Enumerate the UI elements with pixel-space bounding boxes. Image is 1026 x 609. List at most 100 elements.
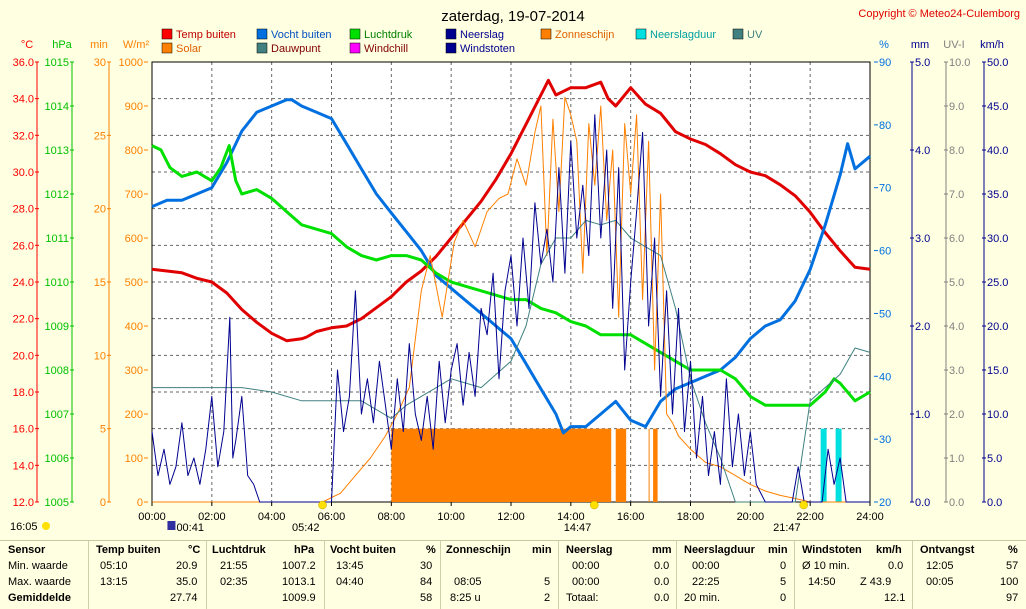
legend-label: Vocht buiten (271, 29, 332, 41)
rain-min-value: 0.0 (654, 560, 670, 572)
rdur-min-time: 00:00 (692, 560, 720, 572)
axis-tick-pressure: 1015 (45, 57, 69, 69)
noon-time-text: 14:47 (564, 522, 592, 534)
rdur-min-value: 0 (780, 560, 787, 572)
axis-unit-wind: km/h (980, 39, 1004, 51)
axis-tick-humidity: 30 (879, 434, 891, 446)
axis-tick-pressure: 1006 (45, 453, 69, 465)
rdur-max-time: 22:25 (692, 576, 720, 588)
legend-label: Solar (176, 43, 202, 55)
axis-tick-minutes: 0 (100, 497, 106, 509)
legend-label: Dauwpunt (271, 43, 321, 55)
gust-avg-value: 12.1 (884, 592, 906, 604)
moon-icon (167, 521, 176, 530)
axis-tick-wind: 10.0 (987, 409, 1008, 421)
hum-unit: % (426, 544, 436, 556)
axis-tick-minutes: 15 (94, 277, 106, 289)
legend-label: Luchtdruk (364, 29, 413, 41)
press-max-time: 02:35 (220, 576, 248, 588)
axis-tick-rain: 4.0 (915, 145, 930, 157)
x-tick-label: 12:00 (497, 511, 525, 523)
axis-tick-wind: 50.0 (987, 57, 1008, 69)
sunrise-icon (318, 500, 327, 510)
gust-avg10-label: Ø 10 min. (802, 560, 850, 572)
axis-tick-pressure: 1009 (45, 321, 69, 333)
series-temp-buiten (151, 78, 871, 343)
axis-tick-pressure: 1014 (45, 101, 69, 113)
legend-swatch (161, 28, 173, 40)
bar-zonneschijn (615, 428, 627, 502)
axis-tick-uv: 8.0 (949, 145, 964, 157)
x-tick-label: 22:00 (796, 511, 824, 523)
axis-tick-uv: 9.0 (949, 101, 964, 113)
gust-max-value: Z 43.9 (860, 576, 892, 588)
axis-tick-solar: 400 (125, 321, 143, 333)
hum-min-value: 30 (420, 560, 433, 572)
rec-min-time: 12:05 (926, 560, 954, 572)
chart-legend: Temp buiten Vocht buiten Luchtdruk Neerslag… (161, 28, 763, 55)
axis-tick-rain: 3.0 (915, 233, 930, 245)
axis-unit-rain: mm (911, 39, 929, 51)
axis-tick-temp: 28.0 (13, 204, 34, 216)
sun-times: 16:05 00:41 05:42 14:47 21:47 (10, 500, 808, 534)
axis-tick-uv: 5.0 (949, 277, 964, 289)
legend-swatch (445, 42, 457, 54)
axis-tick-humidity: 40 (879, 371, 891, 383)
gust-unit: km/h (876, 544, 902, 556)
axis-tick-pressure: 1012 (45, 189, 69, 201)
axis-tick-temp: 26.0 (13, 240, 34, 252)
rec-min-value: 57 (1006, 560, 1019, 572)
legend-label: Neerslag (460, 29, 504, 41)
rain-max-value: 0.0 (654, 576, 670, 588)
axis-tick-wind: 30.0 (987, 233, 1008, 245)
axis-tick-solar: 500 (125, 277, 143, 289)
axis-tick-solar: 200 (125, 409, 143, 421)
legend-swatch (540, 28, 552, 40)
rec-max-time: 00:05 (926, 576, 954, 588)
axis-tick-solar: 700 (125, 189, 143, 201)
max-label: Max. waarde (8, 576, 71, 588)
axis-tick-temp: 18.0 (13, 387, 34, 399)
axis-tick-pressure: 1010 (45, 277, 69, 289)
weather-chart: zaterdag, 19-07-2014 Copyright © Meteo24… (10, 8, 1020, 534)
axis-tick-rain: 1.0 (915, 409, 930, 421)
axis-tick-temp: 36.0 (13, 57, 34, 69)
temp-min-time: 05:10 (100, 560, 128, 572)
gust-min-value: 0.0 (888, 560, 904, 572)
axis-tick-wind: 5.0 (987, 453, 1002, 465)
rdur-avg-value: 0 (780, 592, 787, 604)
gust-header: Windstoten (802, 544, 862, 556)
axis-tick-wind: 35.0 (987, 189, 1008, 201)
axis-tick-uv: 3.0 (949, 365, 964, 377)
x-tick-label: 02:00 (198, 511, 226, 523)
gust-max-time: 14:50 (808, 576, 836, 588)
axis-tick-uv: 4.0 (949, 321, 964, 333)
axis-tick-solar: 800 (125, 145, 143, 157)
rdur-unit: min (768, 544, 788, 556)
press-min-time: 21:55 (220, 560, 248, 572)
axis-tick-temp: 24.0 (13, 277, 34, 289)
avg-label: Gemiddelde (8, 592, 71, 604)
legend-label: Windstoten (460, 43, 515, 55)
legend-swatch (635, 28, 647, 40)
axis-tick-wind: 40.0 (987, 145, 1008, 157)
axis-tick-temp: 20.0 (13, 350, 34, 362)
sun-header: Zonneschijn (446, 544, 511, 556)
press-min-value: 1007.2 (282, 560, 316, 572)
series-windstoten (151, 114, 870, 503)
rain-max-time: 00:00 (572, 576, 600, 588)
temp-min-value: 20.9 (176, 560, 198, 572)
hum-max-value: 84 (420, 576, 433, 588)
axis-tick-temp: 32.0 (13, 130, 34, 142)
sunrise-time-text: 05:42 (292, 522, 320, 534)
axis-tick-humidity: 70 (879, 183, 891, 195)
sun-max-time: 08:05 (454, 576, 482, 588)
axis-tick-uv: 7.0 (949, 189, 964, 201)
axis-tick-wind: 0.0 (987, 497, 1002, 509)
bar-zonneschijn (391, 428, 612, 502)
hum-header: Vocht buiten (330, 544, 396, 556)
axis-tick-minutes: 25 (94, 130, 106, 142)
x-tick-label: 04:00 (258, 511, 286, 523)
x-tick-label: 08:00 (378, 511, 406, 523)
stats-table: Sensor Min. waarde Max. waarde Gemiddeld… (0, 540, 1026, 609)
